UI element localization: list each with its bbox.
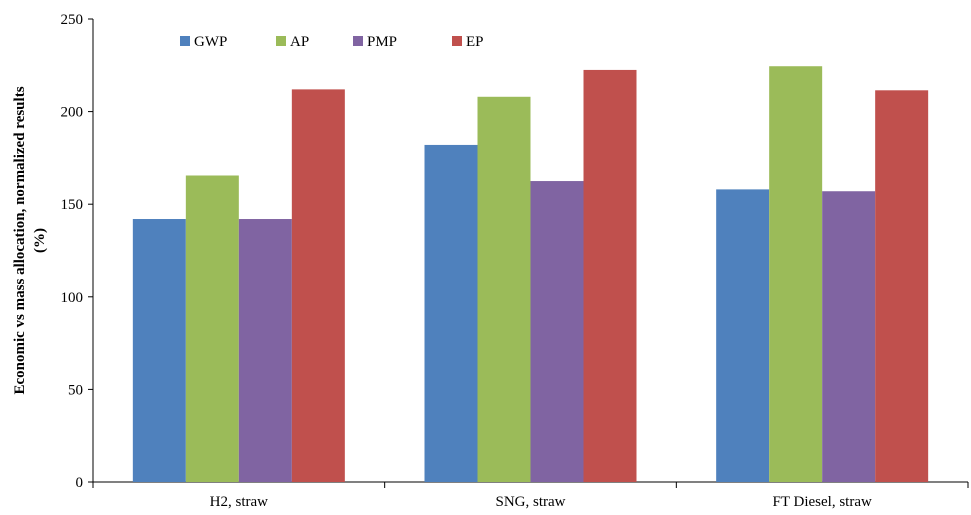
- bar-pmp: [822, 191, 876, 482]
- bar-gwp: [424, 144, 478, 482]
- bar-gwp: [132, 219, 186, 483]
- y-tick-label: 150: [61, 197, 84, 213]
- y-axis-label: (%): [32, 228, 48, 253]
- bar-gwp: [716, 189, 770, 482]
- bar-ap: [477, 96, 531, 482]
- legend-label-gwp: GWP: [194, 34, 227, 50]
- legend-label-ap: AP: [290, 34, 309, 50]
- y-tick-label: 250: [61, 12, 84, 28]
- legend-swatch-gwp: [180, 36, 190, 46]
- legend-swatch-pmp: [353, 36, 363, 46]
- bar-ep: [875, 90, 929, 482]
- x-category-label: FT Diesel, straw: [773, 494, 872, 510]
- bar-ap: [769, 66, 823, 482]
- y-tick-label: 0: [76, 475, 84, 491]
- y-tick-label: 50: [68, 382, 83, 398]
- labels: 0 50 100 150 200 250 H2, straw SNG, straw FT Die…: [12, 12, 872, 510]
- y-tick-label: 100: [61, 290, 84, 306]
- legend-label-pmp: PMP: [367, 34, 397, 50]
- x-category-label: H2, straw: [210, 494, 268, 510]
- legend-label-ep: EP: [466, 34, 484, 50]
- x-category-label: SNG, straw: [496, 494, 566, 510]
- y-tick-label: 200: [61, 105, 84, 121]
- bar-ep: [583, 69, 637, 483]
- legend: GWP AP PMP EP: [180, 34, 484, 50]
- bar-pmp: [530, 181, 584, 483]
- y-axis-label: Economic vs mass allocation, normalized …: [12, 86, 28, 394]
- legend-swatch-ep: [452, 36, 462, 46]
- bars: [132, 66, 929, 483]
- bar-pmp: [238, 219, 292, 483]
- bar-ep: [291, 89, 345, 482]
- legend-swatch-ap: [276, 36, 286, 46]
- bar-ap: [185, 175, 239, 482]
